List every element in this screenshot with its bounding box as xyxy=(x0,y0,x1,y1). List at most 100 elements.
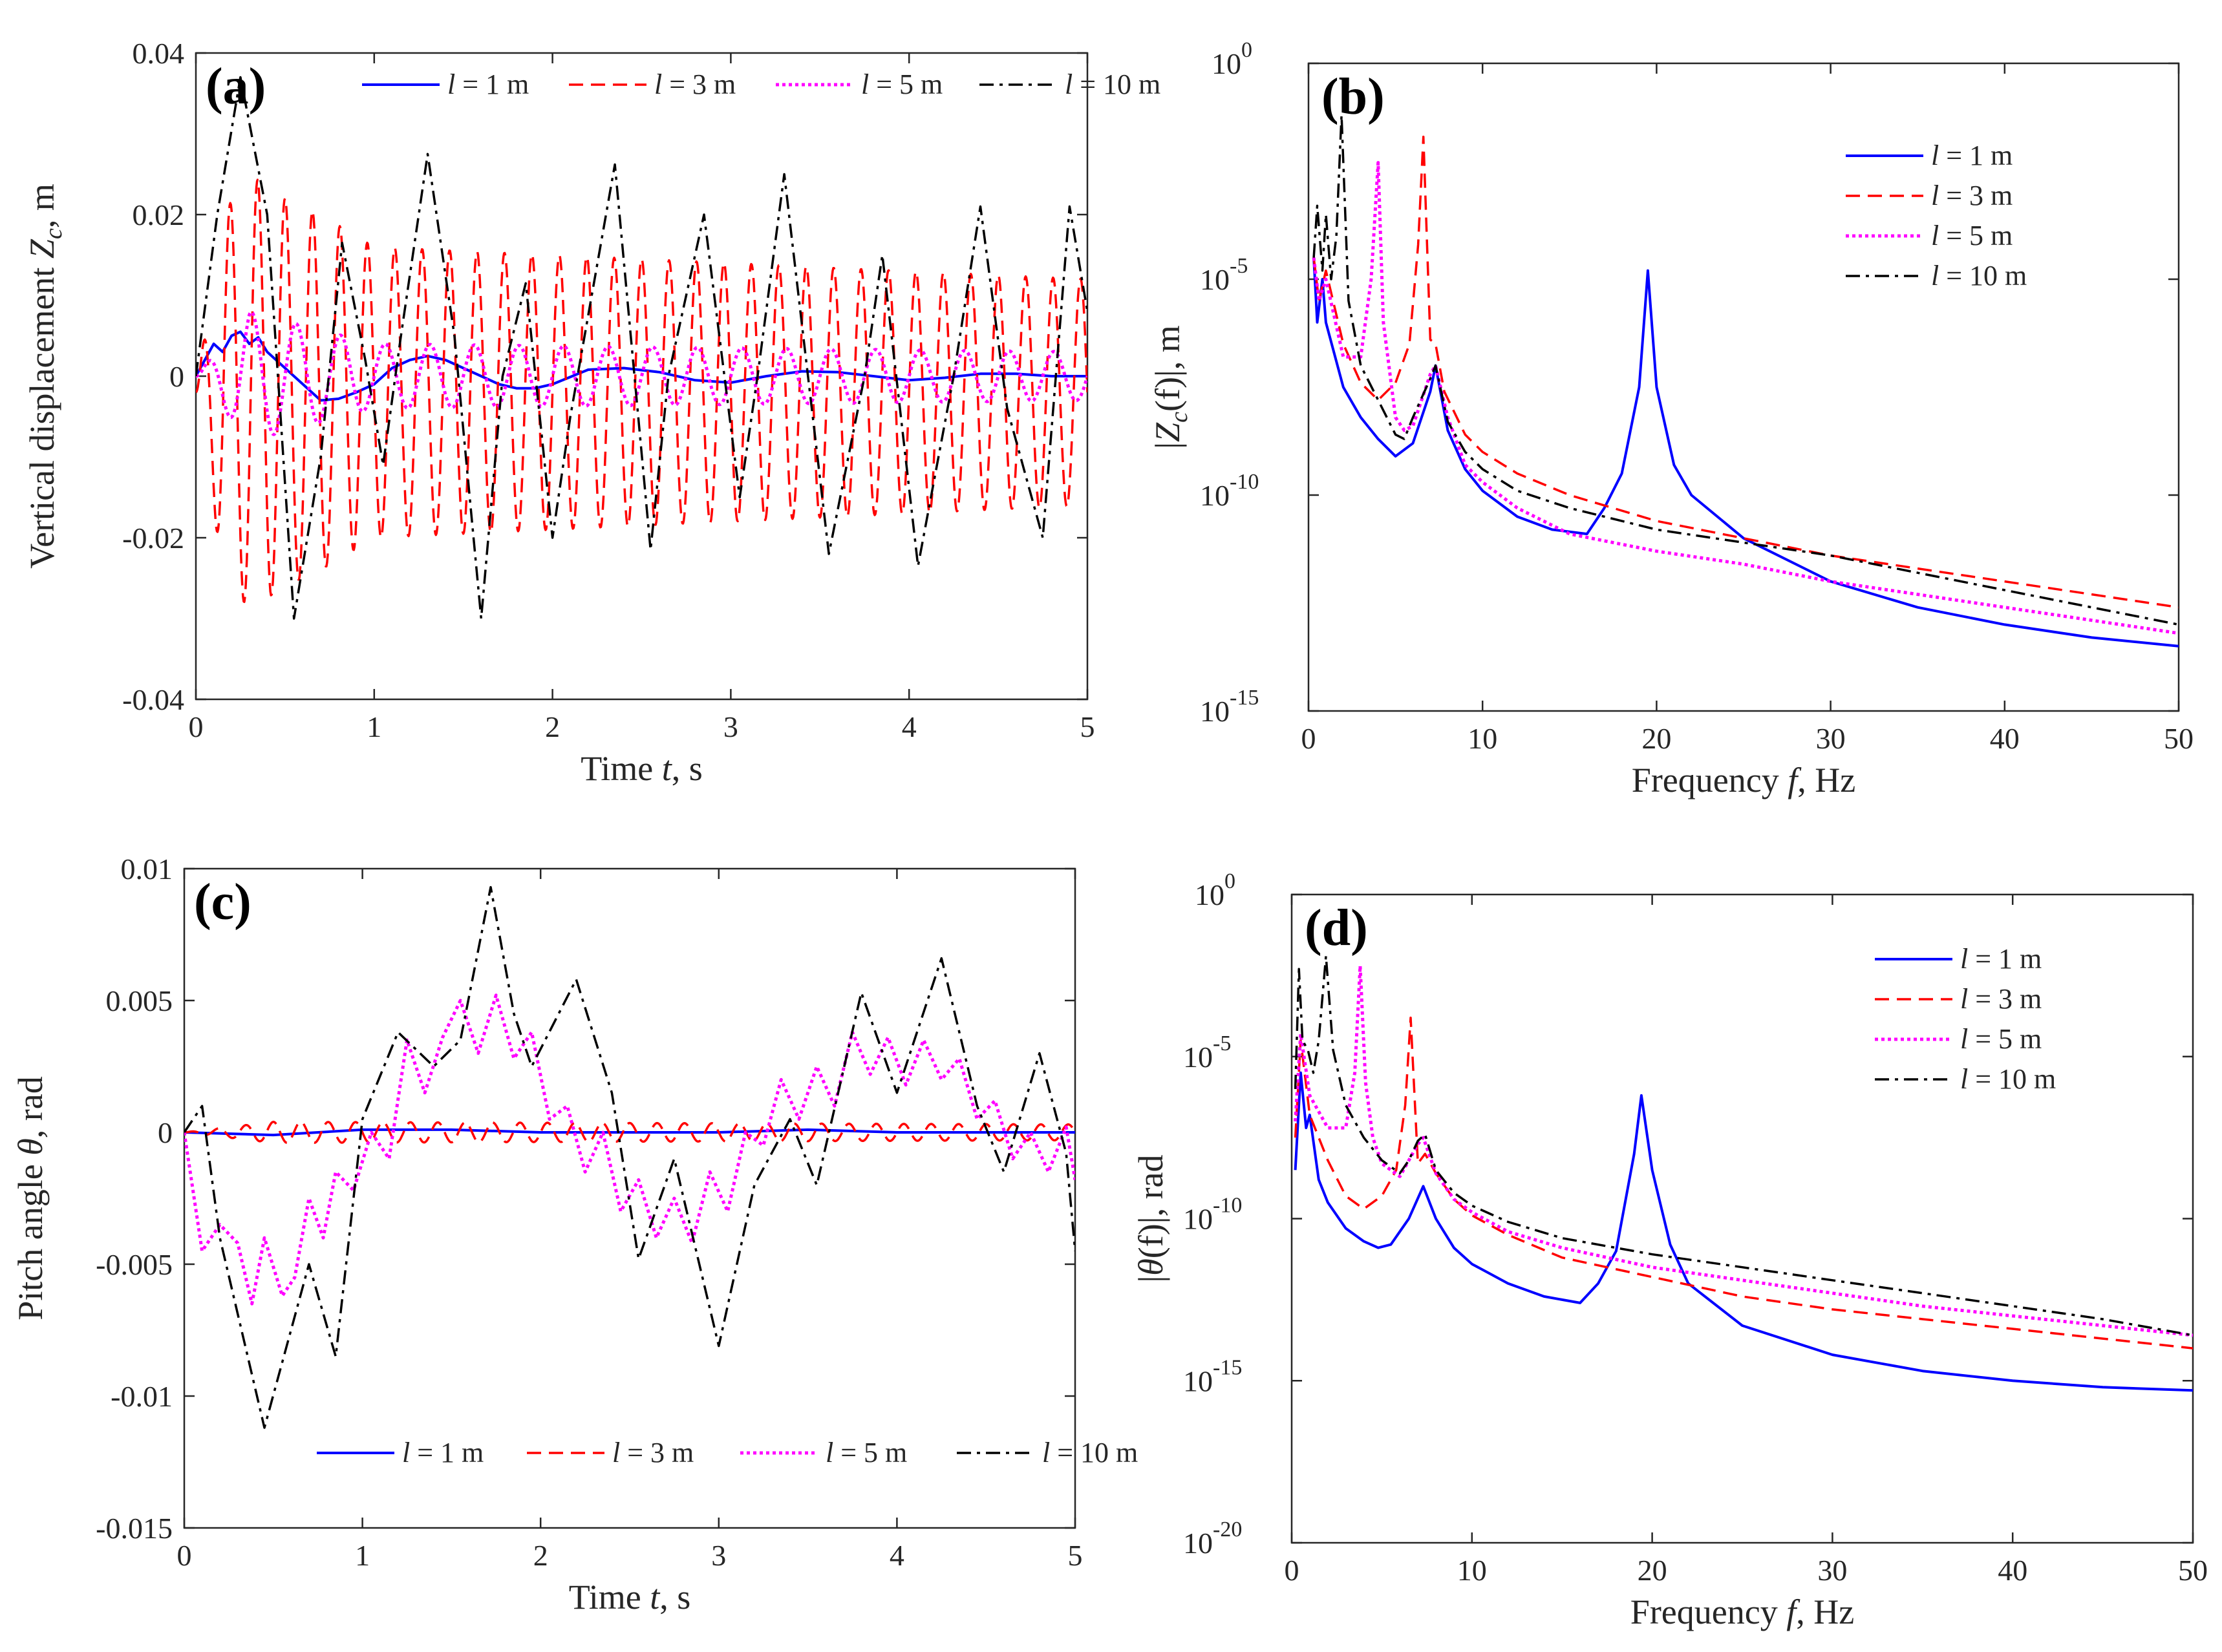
x-tick-label: 30 xyxy=(1816,722,1846,755)
x-tick-label: 20 xyxy=(1641,722,1671,755)
series-line-d-1 xyxy=(1294,1071,2193,1392)
y-tick-label: 10-10 xyxy=(1200,470,1259,512)
legend-entry: l = 1 m xyxy=(447,69,529,100)
x-tick-label: 50 xyxy=(2164,722,2194,755)
y-tick-label: -0.04 xyxy=(122,683,184,716)
legend-entry: l = 10 m xyxy=(1042,1437,1138,1468)
y-tick-label: 10-5 xyxy=(1183,1032,1231,1074)
x-tick-label: 0 xyxy=(1285,1554,1299,1587)
x-axis-label: Time t, s xyxy=(569,1578,691,1616)
y-tick-label: -0.02 xyxy=(122,522,184,555)
y-tick-label: 0.04 xyxy=(133,37,185,70)
series-line-a-1 xyxy=(196,330,1087,402)
series-line-d-3 xyxy=(1294,964,2193,1337)
x-tick-label: 0 xyxy=(189,710,204,743)
x-tick-label: 40 xyxy=(1990,722,2020,755)
y-tick-label: 10-5 xyxy=(1200,254,1248,296)
panel-label: (c) xyxy=(194,874,251,931)
series-line-d-2 xyxy=(1294,1016,2193,1350)
legend: l = 1 m l = 3 m l = 5 m l = 10 m xyxy=(362,69,1160,100)
x-axis-label: Frequency f, Hz xyxy=(1632,761,1855,800)
series-line-a-2 xyxy=(196,178,1087,604)
y-axis-label: |Zc(f)|, m xyxy=(1148,325,1193,449)
y-tick-label: 10-15 xyxy=(1183,1355,1242,1397)
y-tick-label: -0.005 xyxy=(96,1248,173,1281)
legend-entry: l = 3 m xyxy=(612,1437,694,1468)
x-tick-label: 5 xyxy=(1068,1539,1083,1572)
y-tick-label: -0.015 xyxy=(96,1512,173,1545)
x-tick-label: 1 xyxy=(367,710,381,743)
series-line-b-4 xyxy=(1312,114,2179,626)
plot-frame xyxy=(183,867,1076,1529)
y-tick-label: 0 xyxy=(169,360,184,393)
plot-frame xyxy=(1290,893,2194,1544)
legend: l = 1 m l = 3 m l = 5 m l = 10 m xyxy=(1875,943,2056,1095)
legend-entry: l = 5 m xyxy=(1960,1023,2042,1055)
plot-frame xyxy=(1307,62,2180,712)
y-tick-label: 0.005 xyxy=(106,984,173,1017)
legend: l = 1 m l = 3 m l = 5 m l = 10 m xyxy=(1846,140,2027,291)
x-tick-label: 10 xyxy=(1457,1554,1487,1587)
y-tick-label: 10-20 xyxy=(1183,1518,1242,1560)
x-tick-label: 5 xyxy=(1080,710,1095,743)
legend-entry: l = 1 m xyxy=(1931,140,2013,171)
y-tick-label: 0.02 xyxy=(133,198,185,231)
x-axis-label: Frequency f, Hz xyxy=(1630,1593,1854,1631)
plot-area xyxy=(184,885,1075,1429)
y-tick-label: 100 xyxy=(1212,38,1252,80)
y-tick-label: 0.01 xyxy=(121,852,173,885)
y-tick-label: 100 xyxy=(1195,869,1235,911)
y-tick-label: 10-15 xyxy=(1200,686,1259,728)
y-axis-label: |θ(f)|, rad xyxy=(1131,1154,1170,1282)
legend-entry: l = 3 m xyxy=(654,69,736,100)
plot-area xyxy=(196,76,1087,620)
legend-entry: l = 5 m xyxy=(826,1437,907,1468)
x-tick-label: 50 xyxy=(2178,1554,2208,1587)
legend: l = 1 m l = 3 m l = 5 m l = 10 m xyxy=(317,1437,1138,1468)
x-tick-label: 3 xyxy=(723,710,738,743)
legend-entry: l = 3 m xyxy=(1960,983,2042,1015)
legend-entry: l = 10 m xyxy=(1960,1063,2056,1095)
legend-entry: l = 1 m xyxy=(1960,943,2042,975)
y-axis-label: Vertical displacement Zc, m xyxy=(23,184,67,569)
series-line-b-2 xyxy=(1312,135,2179,609)
x-tick-label: 4 xyxy=(890,1539,904,1572)
series-line-b-3 xyxy=(1312,161,2179,635)
series-line-a-3 xyxy=(196,310,1087,436)
series-line-c-3 xyxy=(184,993,1075,1306)
panel-d: 0 10 20 30 40 50 10-20 10-15 10-10 10-5 100 Frequen… xyxy=(1131,869,2208,1631)
legend-entry: l = 5 m xyxy=(861,69,943,100)
panel-label: (d) xyxy=(1305,900,1368,957)
x-tick-label: 2 xyxy=(545,710,560,743)
x-tick-label: 4 xyxy=(902,710,917,743)
series-line-c-4 xyxy=(184,885,1075,1429)
legend-entry: l = 3 m xyxy=(1931,180,2013,211)
y-tick-label: 10-10 xyxy=(1183,1194,1242,1236)
panel-a: 0 1 2 3 4 5 -0.04 -0.02 0 0.02 0.04 Time t, s Vertic… xyxy=(23,37,1160,788)
x-tick-label: 3 xyxy=(711,1539,726,1572)
x-tick-label: 1 xyxy=(355,1539,370,1572)
x-tick-label: 0 xyxy=(177,1539,192,1572)
series-line-c-2 xyxy=(184,1120,1075,1144)
x-axis-label: Time t, s xyxy=(581,749,703,788)
plot-area xyxy=(1312,114,2179,648)
x-tick-label: 2 xyxy=(533,1539,548,1572)
x-tick-label: 20 xyxy=(1638,1554,1667,1587)
x-tick-label: 30 xyxy=(1817,1554,1847,1587)
legend-entry: l = 5 m xyxy=(1931,220,2013,251)
series-line-d-4 xyxy=(1294,955,2193,1337)
x-tick-label: 0 xyxy=(1301,722,1316,755)
series-line-c-1 xyxy=(184,1128,1075,1137)
panel-c: 0 1 2 3 4 5 -0.015 -0.01 -0.005 0 0.005 0.01 Time t,… xyxy=(11,852,1138,1616)
x-tick-label: 40 xyxy=(1998,1554,2027,1587)
y-axis-label: Pitch angle θ, rad xyxy=(11,1076,50,1320)
plot-area xyxy=(1294,955,2193,1392)
legend-entry: l = 10 m xyxy=(1931,260,2027,291)
panel-label: (a) xyxy=(206,58,266,115)
panel-label: (b) xyxy=(1321,69,1385,125)
panel-b: 0 10 20 30 40 50 10-15 10-10 10-5 100 Frequency f,… xyxy=(1148,38,2194,800)
legend-entry: l = 1 m xyxy=(402,1437,484,1468)
y-tick-label: -0.01 xyxy=(111,1380,173,1413)
y-tick-label: 0 xyxy=(158,1116,173,1149)
